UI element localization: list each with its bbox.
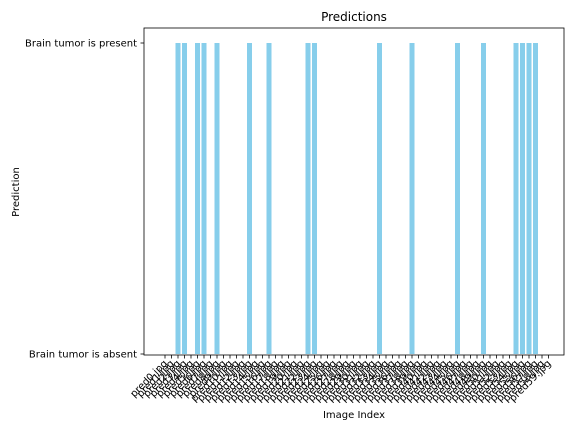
bar-54 xyxy=(513,43,519,354)
y-axis-label: Prediction xyxy=(11,167,22,217)
bar-23 xyxy=(312,43,317,354)
plot-frame xyxy=(143,27,565,356)
bar-38 xyxy=(409,43,415,354)
y-ticks-group: Brain tumor is absent Brain tumor is pres… xyxy=(25,39,144,361)
bar-55 xyxy=(520,43,525,354)
bar-22 xyxy=(305,43,311,354)
bar-13 xyxy=(247,43,252,354)
x-ticks-group: pred0.jpgpred1.jpgpred2.jpgpred3.jpgpred… xyxy=(129,355,554,404)
y-tick-label-0: Brain tumor is absent xyxy=(29,350,137,361)
bar-57 xyxy=(533,43,538,354)
bar-3 xyxy=(182,43,187,354)
bar-16 xyxy=(266,43,272,354)
x-axis-label: Image Index xyxy=(323,410,385,421)
bar-8 xyxy=(214,43,220,354)
bar-6 xyxy=(201,43,207,354)
bar-49 xyxy=(481,43,486,354)
y-tick-label-1: Brain tumor is present xyxy=(25,39,137,50)
bar-45 xyxy=(455,43,460,354)
bar-5 xyxy=(195,43,200,354)
chart-title: Predictions xyxy=(321,10,387,24)
bar-33 xyxy=(377,43,382,354)
bars-group xyxy=(175,43,538,354)
bar-56 xyxy=(526,43,532,354)
bar-2 xyxy=(175,43,181,354)
